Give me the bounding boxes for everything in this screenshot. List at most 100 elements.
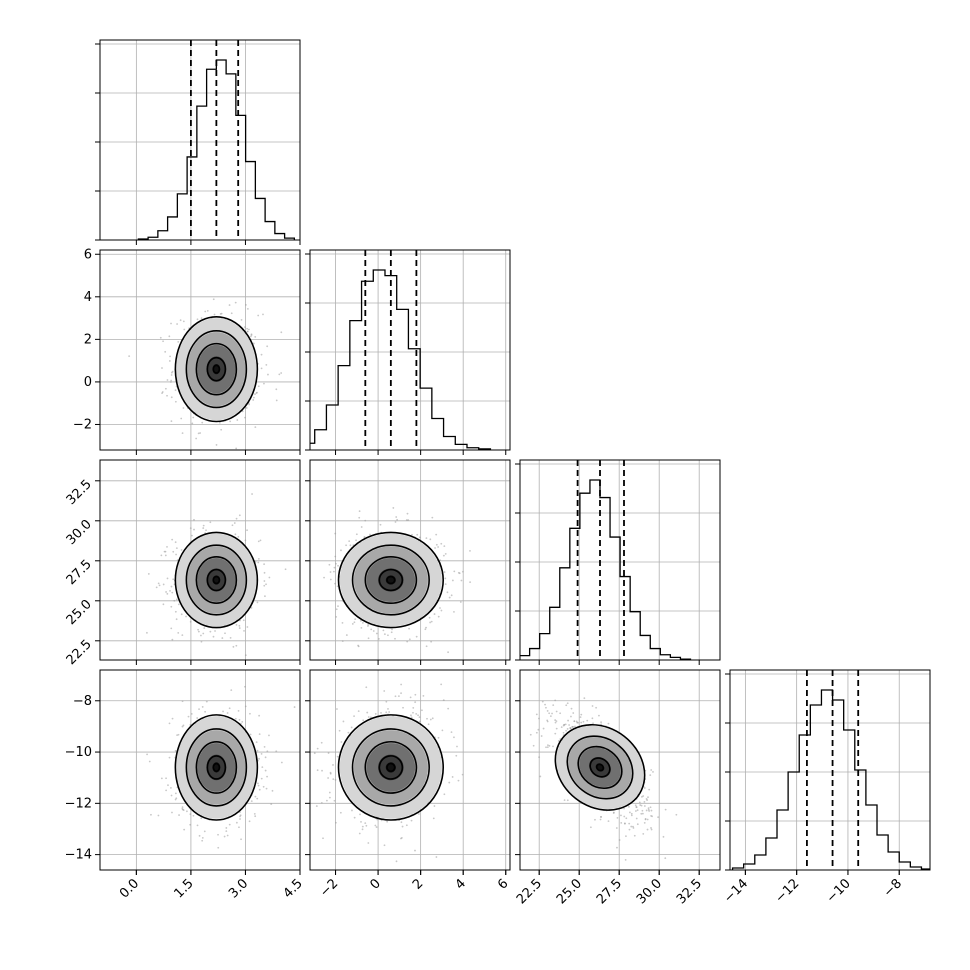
- scatter-point: [228, 707, 231, 710]
- scatter-point: [375, 826, 378, 828]
- scatter-point: [641, 795, 643, 798]
- scatter-point: [349, 544, 352, 547]
- scatter-point: [222, 710, 224, 713]
- scatter-point: [191, 534, 193, 537]
- scatter-point: [320, 801, 323, 804]
- scatter-point: [328, 791, 331, 794]
- scatter-point: [650, 809, 653, 812]
- scatter-point: [190, 712, 193, 715]
- scatter-point: [429, 621, 432, 624]
- scatter-point: [166, 394, 168, 397]
- panel-2-0: 22.5 25.0 27.5 30.0 32.5: [64, 459, 301, 668]
- scatter-point: [570, 707, 573, 710]
- scatter-point: [434, 547, 436, 549]
- scatter-point: [632, 825, 634, 828]
- scatter-point: [224, 632, 226, 635]
- scatter-point: [185, 615, 187, 618]
- scatter-point: [361, 828, 364, 831]
- panel-frame: [99, 459, 301, 661]
- scatter-point: [616, 816, 619, 819]
- y-tick-label: 22.5: [64, 637, 95, 668]
- scatter-point: [284, 568, 287, 571]
- scatter-point: [555, 710, 558, 713]
- scatter-point: [170, 585, 173, 588]
- y-tick-label: 32.5: [64, 477, 95, 508]
- scatter-point: [164, 387, 167, 390]
- scatter-point: [664, 808, 667, 811]
- scatter-point: [433, 805, 436, 807]
- scatter-point: [237, 709, 240, 712]
- scatter-point: [249, 712, 251, 715]
- scatter-point: [554, 732, 557, 735]
- scatter-point: [353, 621, 356, 624]
- scatter-point: [157, 582, 160, 585]
- scatter-point: [172, 550, 175, 553]
- scatter-point: [360, 820, 362, 823]
- scatter-point: [529, 733, 532, 736]
- scatter-point: [652, 771, 654, 773]
- scatter-point: [625, 817, 628, 820]
- scatter-point: [430, 640, 433, 643]
- scatter-point: [263, 745, 266, 748]
- scatter-point: [254, 393, 256, 396]
- scatter-point: [171, 638, 174, 641]
- scatter-point: [594, 818, 596, 821]
- scatter-point: [246, 330, 249, 333]
- scatter-point: [367, 716, 370, 718]
- scatter-point: [334, 555, 337, 558]
- scatter-point: [335, 615, 338, 618]
- scatter-point: [192, 814, 195, 817]
- scatter-point: [271, 789, 274, 792]
- scatter-point: [388, 711, 391, 713]
- scatter-point: [334, 778, 337, 781]
- scatter-point: [618, 839, 621, 841]
- scatter-point: [275, 388, 278, 391]
- scatter-point: [412, 711, 414, 714]
- panel-content: [310, 670, 510, 870]
- scatter-point: [448, 596, 451, 599]
- scatter-point: [250, 335, 252, 338]
- scatter-point: [243, 629, 245, 632]
- scatter-point: [337, 564, 339, 567]
- scatter-point: [439, 607, 441, 609]
- scatter-point: [418, 536, 421, 539]
- scatter-point: [544, 703, 546, 706]
- scatter-point: [425, 645, 428, 648]
- y-tick-label: −12: [65, 796, 92, 811]
- scatter-point: [235, 447, 238, 450]
- scatter-point: [360, 526, 363, 528]
- scatter-point: [447, 651, 449, 654]
- scatter-point: [174, 792, 177, 795]
- scatter-point: [171, 591, 174, 594]
- scatter-point: [244, 326, 246, 328]
- scatter-point: [408, 627, 410, 630]
- scatter-point: [200, 317, 203, 320]
- scatter-point: [374, 713, 377, 715]
- scatter-point: [551, 712, 553, 715]
- panel-2-1: [305, 459, 511, 665]
- scatter-point: [457, 571, 460, 574]
- scatter-point: [410, 714, 412, 717]
- scatter-point: [280, 372, 283, 374]
- scatter-point: [367, 637, 370, 640]
- scatter-point: [455, 754, 458, 757]
- scatter-point: [646, 828, 649, 831]
- scatter-point: [189, 620, 192, 623]
- scatter-point: [634, 804, 637, 807]
- scatter-point: [201, 836, 204, 839]
- scatter-point: [257, 784, 260, 787]
- scatter-point: [638, 801, 641, 804]
- scatter-point: [252, 399, 255, 401]
- scatter-point: [580, 721, 583, 724]
- scatter-point: [435, 543, 438, 546]
- scatter-point: [643, 805, 646, 807]
- scatter-point: [337, 605, 339, 608]
- scatter-point: [545, 706, 547, 709]
- scatter-point: [461, 570, 464, 573]
- scatter-point: [234, 717, 237, 720]
- scatter-point: [212, 635, 215, 638]
- scatter-point: [437, 615, 440, 618]
- scatter-point: [248, 820, 251, 823]
- x-tick-label: 22.5: [514, 876, 545, 907]
- scatter-point: [366, 711, 369, 714]
